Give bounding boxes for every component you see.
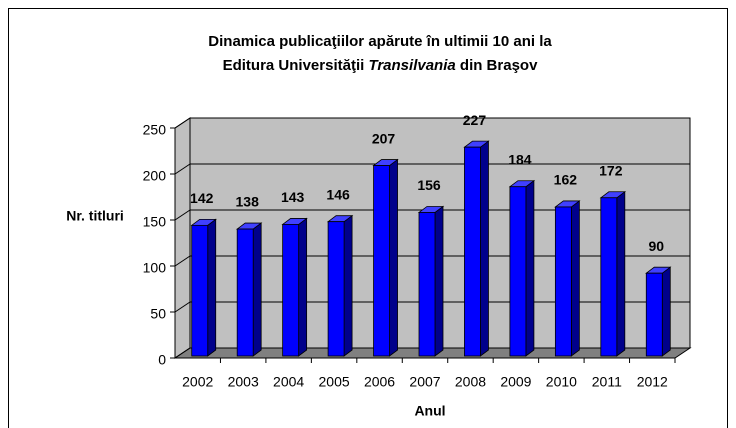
x-tick-label: 2008 <box>455 374 486 390</box>
side-wall <box>174 117 191 359</box>
bar-side <box>343 214 353 357</box>
data-label: 138 <box>236 194 260 210</box>
x-tick-label: 2003 <box>228 374 259 390</box>
x-tick-label: 2010 <box>546 374 577 390</box>
chart-title: Dinamica publicaţiilor apărute în ultimi… <box>208 33 552 74</box>
x-tick-label: 2009 <box>500 374 531 390</box>
x-tick-label: 2005 <box>319 374 350 390</box>
bar-front <box>509 186 527 357</box>
bar-front <box>282 224 300 357</box>
grid-line-side <box>174 255 191 267</box>
grid-line-side <box>174 301 191 313</box>
title-line: Editura Universităţii Transilvania din B… <box>223 57 539 74</box>
data-label: 143 <box>281 189 305 205</box>
bar <box>645 266 672 357</box>
bar <box>554 200 581 357</box>
data-label: 156 <box>417 177 441 193</box>
y-tick-label: 150 <box>143 214 167 230</box>
y-tick-label: 250 <box>143 122 167 138</box>
bar <box>281 217 308 357</box>
data-label: 207 <box>372 130 396 146</box>
bar <box>599 190 627 357</box>
data-label: 142 <box>190 190 214 206</box>
bar-front <box>600 197 618 357</box>
grid-line-side <box>174 209 191 221</box>
x-tick-label: 2002 <box>182 374 213 390</box>
bar <box>326 214 354 357</box>
bar-front <box>645 272 663 357</box>
x-tick-label: 2007 <box>409 374 440 390</box>
data-label: 162 <box>554 172 578 188</box>
y-axis-label: Nr. titluri <box>66 208 124 224</box>
bar <box>235 222 263 357</box>
bar-side <box>389 158 398 357</box>
bar-side <box>525 179 535 357</box>
bar-side <box>570 200 580 357</box>
y-tick-label: 100 <box>143 260 167 276</box>
x-tick-label: 2011 <box>592 374 622 390</box>
bar <box>190 218 217 357</box>
grid-line-side <box>174 117 191 129</box>
x-tick-label: 2004 <box>273 374 304 390</box>
bar-side <box>252 222 262 357</box>
data-label: 90 <box>648 238 664 254</box>
data-label: 146 <box>326 186 350 202</box>
title-segment: din Braşov <box>456 57 538 74</box>
bar-side <box>616 190 626 357</box>
bar-side <box>661 266 671 357</box>
bar-side <box>298 217 308 357</box>
y-tick-label: 200 <box>143 168 167 184</box>
title-segment: Editura Universităţii <box>223 57 369 74</box>
chart-frame <box>8 8 728 428</box>
bar-front <box>236 228 254 357</box>
data-label: 184 <box>508 151 532 167</box>
bar-side <box>434 205 444 357</box>
bar-side <box>207 218 217 357</box>
bar-front <box>373 165 390 357</box>
bar-side <box>480 140 489 357</box>
bar-front <box>191 224 209 357</box>
x-tick-label: 2012 <box>637 374 668 390</box>
bar <box>417 205 445 357</box>
title-segment: Dinamica publicaţiilor apărute în ultimi… <box>208 33 552 50</box>
bar-front <box>554 206 572 357</box>
bar-front <box>418 212 436 357</box>
grid-line-side <box>174 163 191 175</box>
data-label: 227 <box>463 112 487 128</box>
y-tick-label: 50 <box>150 306 166 322</box>
x-axis-label: Anul <box>414 403 445 419</box>
title-segment: Transilvania <box>368 57 455 74</box>
title-line: Dinamica publicaţiilor apărute în ultimi… <box>208 33 552 50</box>
bar-front <box>464 146 481 357</box>
bar <box>372 158 399 357</box>
bar <box>508 179 536 357</box>
bar <box>463 140 490 357</box>
x-tick-label: 2006 <box>364 374 395 390</box>
bar-front <box>327 221 345 357</box>
y-tick-label: 0 <box>158 352 166 368</box>
grid-line-side <box>174 347 191 359</box>
data-label: 172 <box>599 162 623 178</box>
